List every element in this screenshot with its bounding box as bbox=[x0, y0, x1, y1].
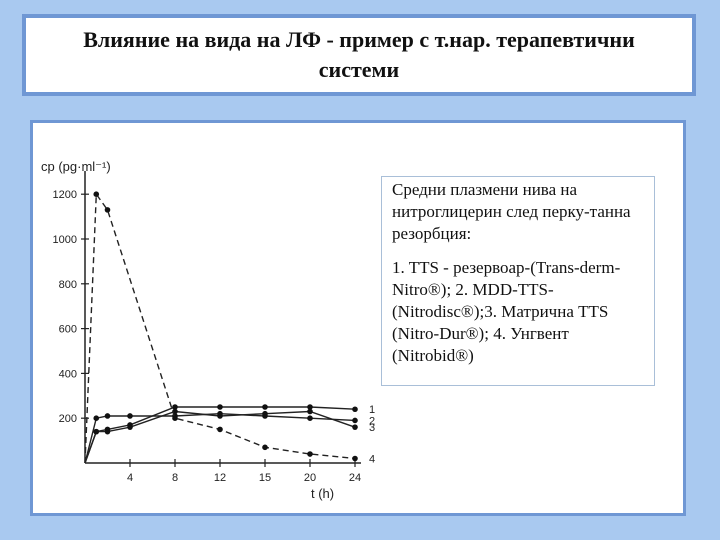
caption-box: Средни плазмени нива на нитроглицерин сл… bbox=[381, 176, 655, 386]
data-point-3 bbox=[104, 428, 111, 435]
data-point-4 bbox=[217, 426, 223, 433]
series-label-4: 4 bbox=[369, 454, 375, 466]
data-point-3 bbox=[127, 424, 133, 430]
data-point-1 bbox=[172, 404, 178, 410]
y-tick-label: 600 bbox=[59, 324, 77, 336]
data-point-3 bbox=[262, 410, 268, 417]
data-point-4 bbox=[172, 415, 178, 422]
data-point-3 bbox=[352, 424, 358, 430]
data-point-1 bbox=[352, 406, 358, 413]
y-axis-label: cp (pg·ml⁻¹) bbox=[41, 159, 111, 174]
data-point-4 bbox=[307, 451, 313, 457]
data-point-4 bbox=[262, 444, 268, 451]
data-point-2 bbox=[104, 413, 111, 419]
data-point-4 bbox=[104, 207, 111, 213]
data-point-1 bbox=[217, 404, 223, 410]
series-line-4 bbox=[84, 192, 356, 464]
data-point-2 bbox=[307, 415, 313, 422]
title-box: Влияние на вида на ЛФ - пример с т.нар. … bbox=[22, 14, 696, 96]
y-tick-label: 800 bbox=[59, 279, 77, 291]
data-point-4 bbox=[352, 455, 358, 462]
y-tick-label: 200 bbox=[59, 413, 77, 425]
data-point-2 bbox=[127, 413, 133, 419]
content-panel: cp (pg·ml⁻¹) t (h) 200 400 600 800 1000 1200 4… bbox=[30, 120, 686, 516]
series-line-2 bbox=[84, 412, 356, 464]
x-tick-label: 12 bbox=[214, 472, 226, 484]
slide-title: Влияние на вида на ЛФ - пример с т.нар. … bbox=[83, 27, 635, 82]
plasma-level-chart: cp (pg·ml⁻¹) t (h) 200 400 600 800 1000 1200 4… bbox=[41, 159, 375, 501]
data-point-3 bbox=[93, 428, 100, 435]
x-tick-label: 4 bbox=[127, 472, 133, 484]
caption-paragraph-2: 1. TTS - резервоар-(Trans-derm-Nitro®); … bbox=[392, 258, 621, 365]
data-point-1 bbox=[307, 404, 313, 410]
x-tick-label: 15 bbox=[259, 472, 271, 484]
data-point-4 bbox=[93, 191, 100, 197]
data-point-3 bbox=[217, 413, 223, 419]
y-tick-label: 1200 bbox=[53, 189, 77, 201]
series-label-1: 1 bbox=[369, 404, 375, 416]
x-axis-label: t (h) bbox=[311, 486, 334, 501]
x-tick-label: 8 bbox=[172, 472, 178, 484]
caption-paragraph-1: Средни плазмени нива на нитроглицерин сл… bbox=[392, 180, 631, 243]
series-label-3: 3 bbox=[369, 422, 375, 434]
data-point-2 bbox=[352, 417, 358, 424]
y-tick-label: 400 bbox=[59, 368, 77, 380]
y-tick-label: 1000 bbox=[53, 234, 77, 246]
series-line-3 bbox=[84, 410, 356, 464]
series-label-2: 2 bbox=[369, 415, 375, 427]
x-tick-label: 20 bbox=[304, 472, 316, 484]
data-point-3 bbox=[307, 408, 313, 415]
data-point-1 bbox=[262, 404, 268, 410]
x-tick-label: 24 bbox=[349, 472, 361, 484]
data-point-2 bbox=[93, 415, 100, 422]
